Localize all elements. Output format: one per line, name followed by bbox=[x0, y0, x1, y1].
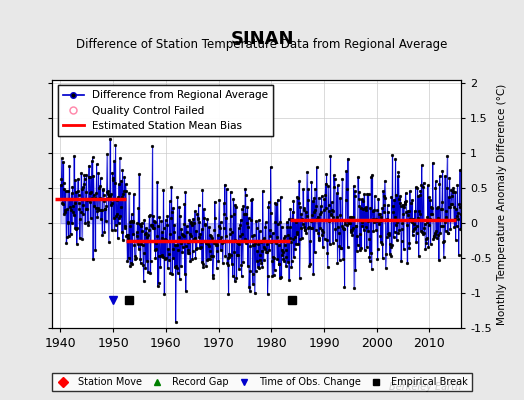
Text: SINAN: SINAN bbox=[230, 30, 294, 48]
Legend: Station Move, Record Gap, Time of Obs. Change, Empirical Break: Station Move, Record Gap, Time of Obs. C… bbox=[52, 373, 472, 391]
Text: Difference of Station Temperature Data from Regional Average: Difference of Station Temperature Data f… bbox=[77, 38, 447, 51]
Y-axis label: Monthly Temperature Anomaly Difference (°C): Monthly Temperature Anomaly Difference (… bbox=[497, 83, 507, 325]
Legend: Difference from Regional Average, Quality Control Failed, Estimated Station Mean: Difference from Regional Average, Qualit… bbox=[58, 85, 273, 136]
Text: Berkeley Earth: Berkeley Earth bbox=[389, 382, 461, 392]
